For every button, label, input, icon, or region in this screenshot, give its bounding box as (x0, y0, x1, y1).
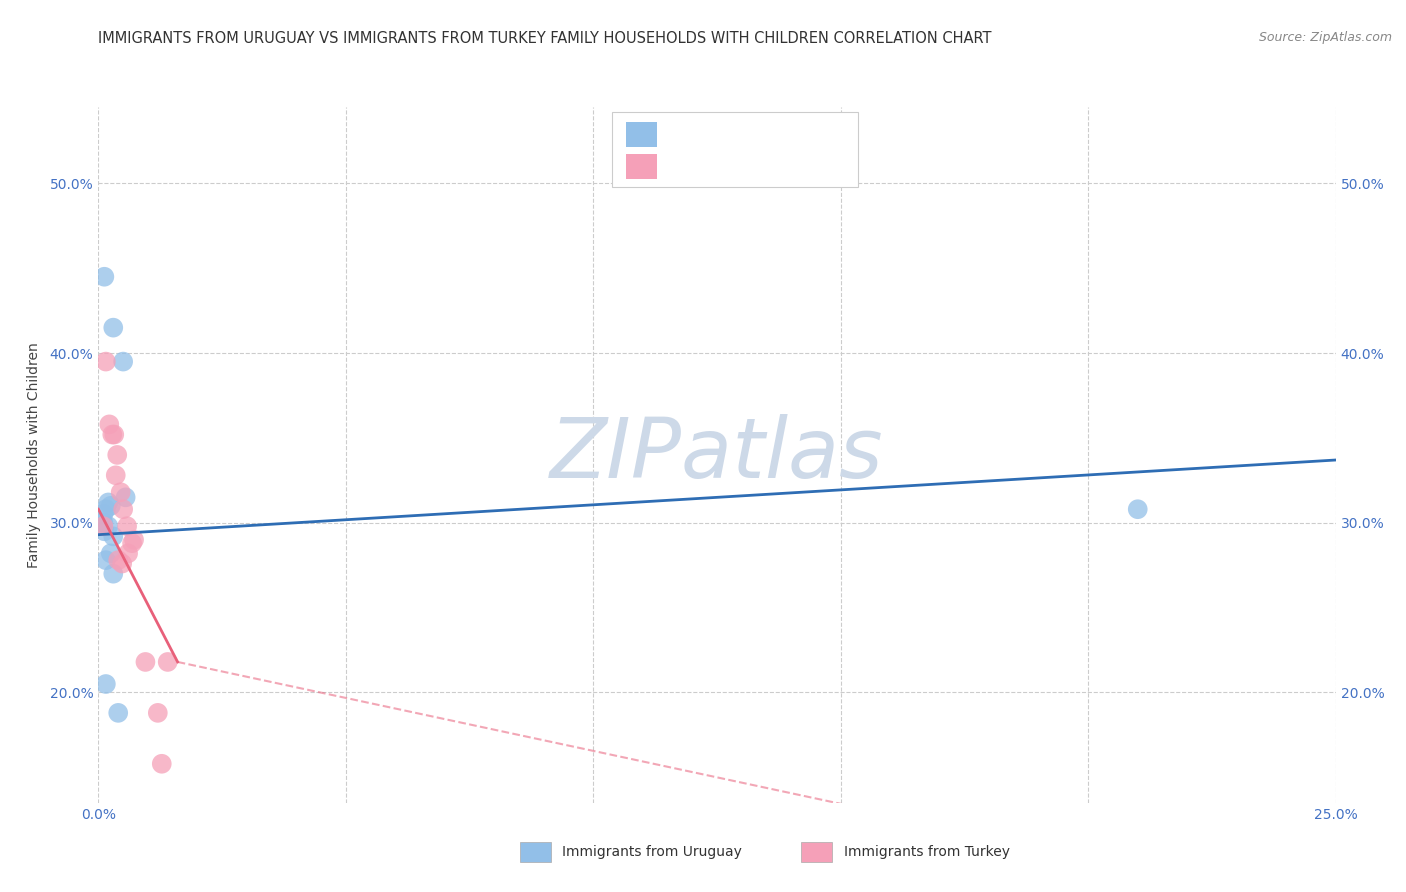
Point (114, 491, 136, 505)
Point (103, 566, 125, 581)
Point (105, 448, 128, 462)
Point (122, 533, 145, 547)
Text: R =: R = (668, 128, 696, 142)
Point (103, 529, 125, 543)
Point (112, 502, 135, 516)
Point (117, 546, 139, 560)
Point (134, 655, 156, 669)
Text: N = 16: N = 16 (759, 128, 813, 142)
Text: N = 19: N = 19 (759, 160, 813, 174)
Point (94, 502, 117, 516)
Point (150, 756, 173, 771)
Text: Source: ZipAtlas.com: Source: ZipAtlas.com (1258, 31, 1392, 45)
Point (146, 706, 169, 720)
Point (98, 417, 121, 432)
Text: IMMIGRANTS FROM URUGUAY VS IMMIGRANTS FROM TURKEY FAMILY HOUSEHOLDS WITH CHILDRE: IMMIGRANTS FROM URUGUAY VS IMMIGRANTS FR… (98, 31, 991, 46)
Point (94, 553, 117, 567)
Point (110, 485, 132, 500)
Point (115, 519, 138, 533)
Point (100, 546, 122, 560)
Point (121, 536, 143, 550)
Point (101, 427, 124, 442)
Y-axis label: Family Households with Children: Family Households with Children (28, 342, 41, 568)
Point (103, 427, 125, 442)
Point (103, 320, 125, 334)
Point (97, 495, 120, 509)
Point (1126, 502, 1149, 516)
Point (93, 508, 115, 522)
Point (94, 354, 117, 368)
Point (100, 499, 122, 513)
Text: Immigrants from Uruguay: Immigrants from Uruguay (562, 845, 742, 859)
Point (112, 354, 135, 368)
Point (156, 655, 179, 669)
Point (93, 524, 115, 539)
Text: 0.124: 0.124 (707, 128, 755, 142)
Point (94, 677, 117, 691)
Point (93, 516, 115, 530)
Point (93, 269, 115, 284)
Point (104, 468, 127, 483)
Point (107, 706, 129, 720)
Point (111, 557, 134, 571)
Point (97, 519, 120, 533)
Text: R = -0.449: R = -0.449 (668, 160, 749, 174)
Point (93, 519, 115, 533)
Text: Immigrants from Turkey: Immigrants from Turkey (844, 845, 1010, 859)
Text: ZIPatlas: ZIPatlas (550, 415, 884, 495)
Point (107, 553, 129, 567)
